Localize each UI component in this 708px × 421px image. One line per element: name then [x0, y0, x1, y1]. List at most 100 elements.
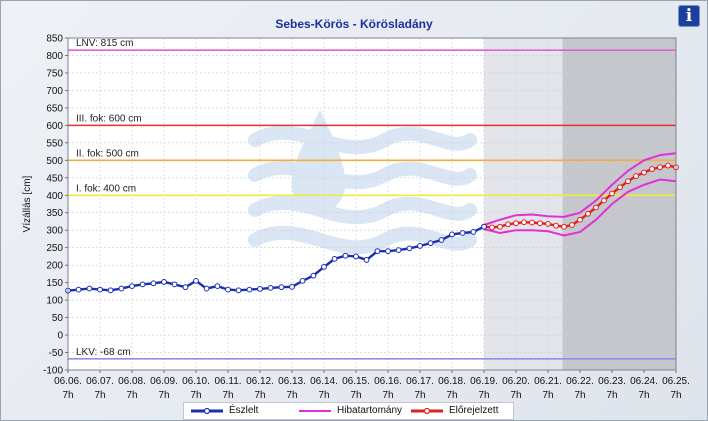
observed-point [182, 284, 189, 291]
legend-swatch-error-band [299, 410, 331, 412]
y-tick-label-4: 100 [46, 296, 63, 307]
x-tick-label-date-11: 06.17. [406, 376, 434, 387]
forecast-point [537, 220, 543, 227]
observed-point [214, 283, 221, 290]
observed-point [353, 253, 359, 260]
observed-point [331, 255, 338, 262]
reference-label-1: III. fok: 600 cm [76, 113, 142, 124]
y-tick-label-14: 600 [46, 121, 63, 132]
forecast-point [593, 204, 599, 211]
x-tick-label-date-3: 06.09. [150, 376, 178, 387]
y-tick-label-17: 750 [46, 68, 63, 79]
x-tick-label-date-1: 06.07. [86, 376, 114, 387]
x-tick-label-hour-11: 7h [414, 390, 425, 401]
observed-point [321, 264, 327, 270]
legend-swatch-forecast [411, 407, 443, 415]
x-tick-label-date-13: 06.19. [470, 376, 498, 387]
x-tick-label-date-9: 06.15. [342, 376, 370, 387]
forecast-point [609, 190, 615, 197]
forecast-point [625, 178, 631, 185]
y-tick-label-11: 450 [46, 173, 63, 184]
y-tick-label-5: 150 [46, 278, 63, 289]
x-tick-label-hour-19: 7h [670, 390, 681, 401]
y-tick-label-2: 0 [57, 331, 63, 342]
observed-point [289, 283, 295, 290]
watermark-drop [291, 110, 346, 214]
error-band-upper [483, 152, 677, 226]
observed-point [481, 223, 487, 230]
observed-point [139, 281, 146, 288]
y-tick-label-10: 400 [46, 191, 63, 202]
watermark-logo [248, 110, 477, 255]
x-tick-label-hour-6: 7h [254, 390, 265, 401]
observed-point [449, 231, 455, 238]
forecast-point [489, 224, 495, 231]
y-tick-label-13: 550 [46, 138, 63, 149]
error-band-lower [483, 178, 677, 237]
shaded-region-1 [562, 38, 676, 370]
x-tick-label-hour-17: 7h [606, 390, 617, 401]
legend-item-observed: Észlelt [189, 404, 289, 418]
x-tick-label-hour-9: 7h [350, 390, 361, 401]
x-tick-label-date-7: 06.13. [278, 376, 306, 387]
observed-point [107, 287, 114, 294]
observed-point [129, 283, 135, 290]
y-tick-label-0: -100 [43, 366, 63, 377]
chart-title: Sebes-Körös - Körösladány [275, 17, 433, 31]
forecast-point [545, 221, 551, 227]
forecast-point [633, 173, 639, 179]
observed-point [267, 284, 274, 291]
forecast-point [617, 184, 623, 191]
x-tick-label-date-5: 06.11. [214, 376, 241, 387]
observed-point [75, 286, 82, 293]
y-tick-label-9: 350 [46, 208, 63, 219]
reference-label-2: II. fok: 500 cm [76, 148, 139, 159]
x-tick-label-date-17: 06.23. [598, 376, 626, 387]
forecast-point [601, 197, 607, 204]
y-tick-label-12: 500 [46, 156, 63, 167]
forecast-point [577, 216, 583, 223]
observed-point [395, 247, 402, 254]
watermark-wave-3 [248, 225, 477, 255]
x-tick-label-date-16: 06.22. [566, 376, 594, 387]
x-tick-label-hour-4: 7h [190, 390, 201, 401]
observed-point [459, 230, 466, 236]
forecast-point [649, 166, 655, 172]
legend-label-error-band: Hibatartomány [337, 405, 403, 416]
reference-label-0: LNV: 815 cm [76, 38, 133, 49]
reference-label-3: I. fok: 400 cm [76, 183, 136, 194]
y-tick-label-6: 200 [46, 261, 63, 272]
x-tick-label-date-14: 06.20. [502, 376, 530, 387]
x-tick-label-date-10: 06.16. [374, 376, 402, 387]
x-tick-label-hour-18: 7h [638, 390, 649, 401]
legend-item-error-band: Hibatartomány [297, 404, 407, 418]
info-icon[interactable]: i [678, 5, 700, 27]
y-tick-label-19: 850 [46, 34, 63, 45]
x-tick-label-hour-14: 7h [510, 390, 521, 401]
observed-point [427, 240, 434, 247]
observed-point [363, 257, 370, 263]
x-tick-label-hour-16: 7h [574, 390, 585, 401]
y-tick-label-1: -50 [49, 348, 64, 359]
x-tick-label-hour-13: 7h [478, 390, 489, 401]
observed-point [225, 286, 231, 293]
observed-point [385, 248, 391, 255]
watermark-wave-0 [248, 125, 477, 155]
x-tick-label-hour-2: 7h [126, 390, 137, 401]
x-tick-label-hour-12: 7h [446, 390, 457, 401]
y-tick-label-16: 700 [46, 86, 63, 97]
observed-point [203, 285, 210, 292]
observed-point [97, 286, 103, 293]
observed-point [374, 248, 381, 255]
observed-point [118, 285, 125, 292]
y-tick-label-15: 650 [46, 103, 63, 114]
observed-point [161, 279, 167, 285]
observed-point [257, 286, 263, 292]
x-tick-label-date-4: 06.10. [182, 376, 210, 387]
observed-point [342, 252, 349, 259]
forecast-point [521, 219, 527, 226]
forecast-point [657, 164, 663, 171]
reference-label-4: LKV: -68 cm [76, 347, 131, 358]
observed-point [246, 286, 253, 293]
